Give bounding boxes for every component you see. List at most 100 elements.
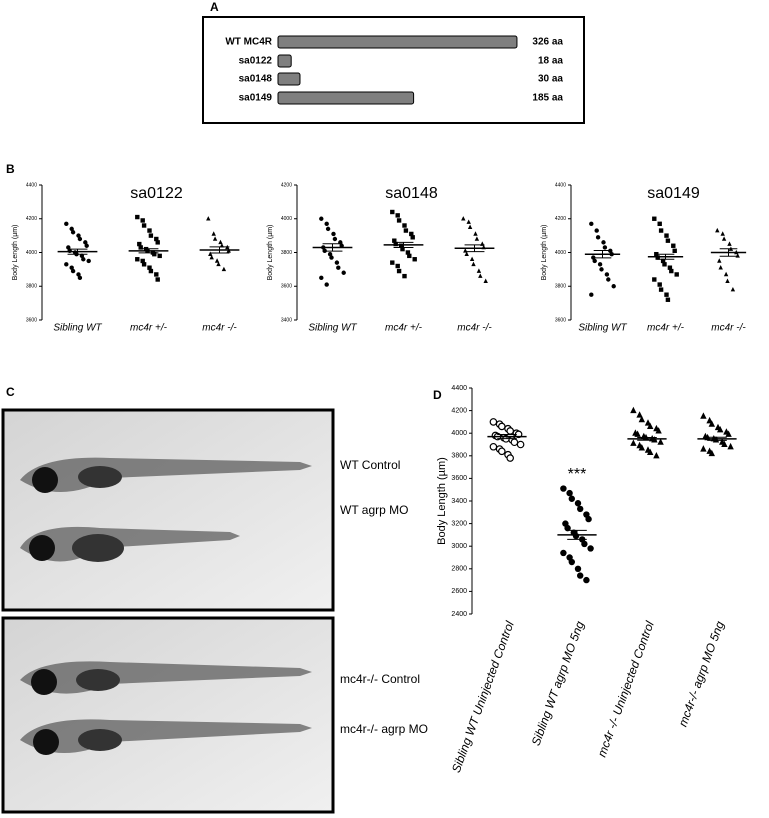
data-point xyxy=(611,284,616,289)
data-point xyxy=(395,213,400,218)
data-point xyxy=(660,258,666,264)
error-bar xyxy=(138,248,159,254)
data-point xyxy=(730,286,736,292)
data-point xyxy=(721,440,728,448)
data-point xyxy=(725,278,730,283)
data-point xyxy=(467,224,473,229)
data-point xyxy=(653,451,660,459)
data-point xyxy=(405,250,411,255)
data-point xyxy=(466,219,471,224)
data-point xyxy=(469,256,475,262)
data-point xyxy=(412,257,417,262)
data-point xyxy=(393,241,398,247)
data-point xyxy=(727,442,734,450)
y-tick-label: 3800 xyxy=(555,284,566,290)
data-point xyxy=(219,243,225,248)
data-point xyxy=(604,272,610,277)
data-point xyxy=(560,549,567,557)
data-point xyxy=(657,438,664,445)
data-point xyxy=(478,273,483,278)
bar-label: sa0148 xyxy=(239,74,273,85)
data-point xyxy=(568,495,575,502)
bar-label: WT MC4R xyxy=(225,37,272,48)
data-point xyxy=(214,258,220,263)
data-point xyxy=(83,240,88,245)
data-point xyxy=(715,227,720,233)
data-point xyxy=(84,243,89,248)
data-point xyxy=(636,411,643,418)
data-point xyxy=(324,282,329,287)
data-point xyxy=(489,442,498,451)
y-tick-label: 4400 xyxy=(451,385,467,392)
data-point xyxy=(574,565,582,572)
data-point xyxy=(497,422,506,431)
fish-image-top xyxy=(1,408,335,612)
x-tick-label: mc4r -/- xyxy=(457,323,492,334)
data-point xyxy=(221,266,227,272)
data-point xyxy=(392,238,397,243)
error-bar xyxy=(719,248,738,257)
x-tick-label: mc4r -/- xyxy=(711,323,746,334)
error-bar xyxy=(707,436,727,441)
data-point xyxy=(212,236,218,241)
data-point xyxy=(510,438,519,447)
x-tick-label: Sibling WT xyxy=(578,323,627,334)
data-point xyxy=(606,277,611,282)
error-bar xyxy=(497,434,517,440)
data-point xyxy=(135,214,140,220)
data-point xyxy=(152,251,157,257)
data-point xyxy=(473,231,478,236)
y-axis-label: Body Length (µm) xyxy=(12,225,19,281)
data-point xyxy=(568,558,575,566)
data-point xyxy=(601,240,606,245)
data-point xyxy=(630,406,637,414)
error-bar xyxy=(637,436,657,441)
data-point xyxy=(591,255,596,260)
data-point xyxy=(209,254,214,260)
data-point xyxy=(657,282,662,287)
data-point xyxy=(140,258,145,264)
data-point xyxy=(585,515,592,523)
data-point xyxy=(157,253,162,259)
data-point xyxy=(206,216,211,221)
data-point xyxy=(657,221,662,227)
data-point xyxy=(410,235,415,240)
y-tick-label: 4200 xyxy=(451,407,467,414)
data-point xyxy=(638,444,645,451)
error-bar xyxy=(567,529,587,540)
y-tick-label: 3000 xyxy=(451,543,467,550)
data-point xyxy=(141,223,147,228)
y-tick-label: 2600 xyxy=(451,588,467,595)
data-point xyxy=(208,251,213,256)
data-point xyxy=(721,236,727,241)
data-point xyxy=(708,449,715,457)
value-label: 30 aa xyxy=(538,74,563,85)
data-point xyxy=(655,255,660,260)
data-point xyxy=(577,572,584,579)
y-tick-label: 2400 xyxy=(451,611,467,618)
data-point xyxy=(717,258,722,263)
data-point xyxy=(390,260,395,265)
data-point xyxy=(70,268,76,274)
data-point xyxy=(402,273,407,279)
data-point xyxy=(147,228,152,233)
data-point xyxy=(589,221,594,227)
data-point xyxy=(77,236,83,242)
data-point xyxy=(483,278,488,283)
data-point xyxy=(79,253,85,259)
data-point xyxy=(331,231,336,237)
data-point xyxy=(400,246,405,252)
y-tick-label: 3400 xyxy=(451,498,467,505)
data-point xyxy=(647,422,654,429)
data-point xyxy=(727,241,732,246)
data-point xyxy=(398,243,404,248)
data-point xyxy=(471,261,476,267)
data-point xyxy=(334,260,340,265)
data-point xyxy=(667,265,673,270)
value-label: 18 aa xyxy=(538,56,563,67)
x-tick-label: mc4r +/- xyxy=(647,323,685,334)
data-point xyxy=(581,540,588,548)
data-point xyxy=(655,427,662,434)
data-point xyxy=(516,440,525,449)
y-tick-label: 3200 xyxy=(451,520,467,527)
